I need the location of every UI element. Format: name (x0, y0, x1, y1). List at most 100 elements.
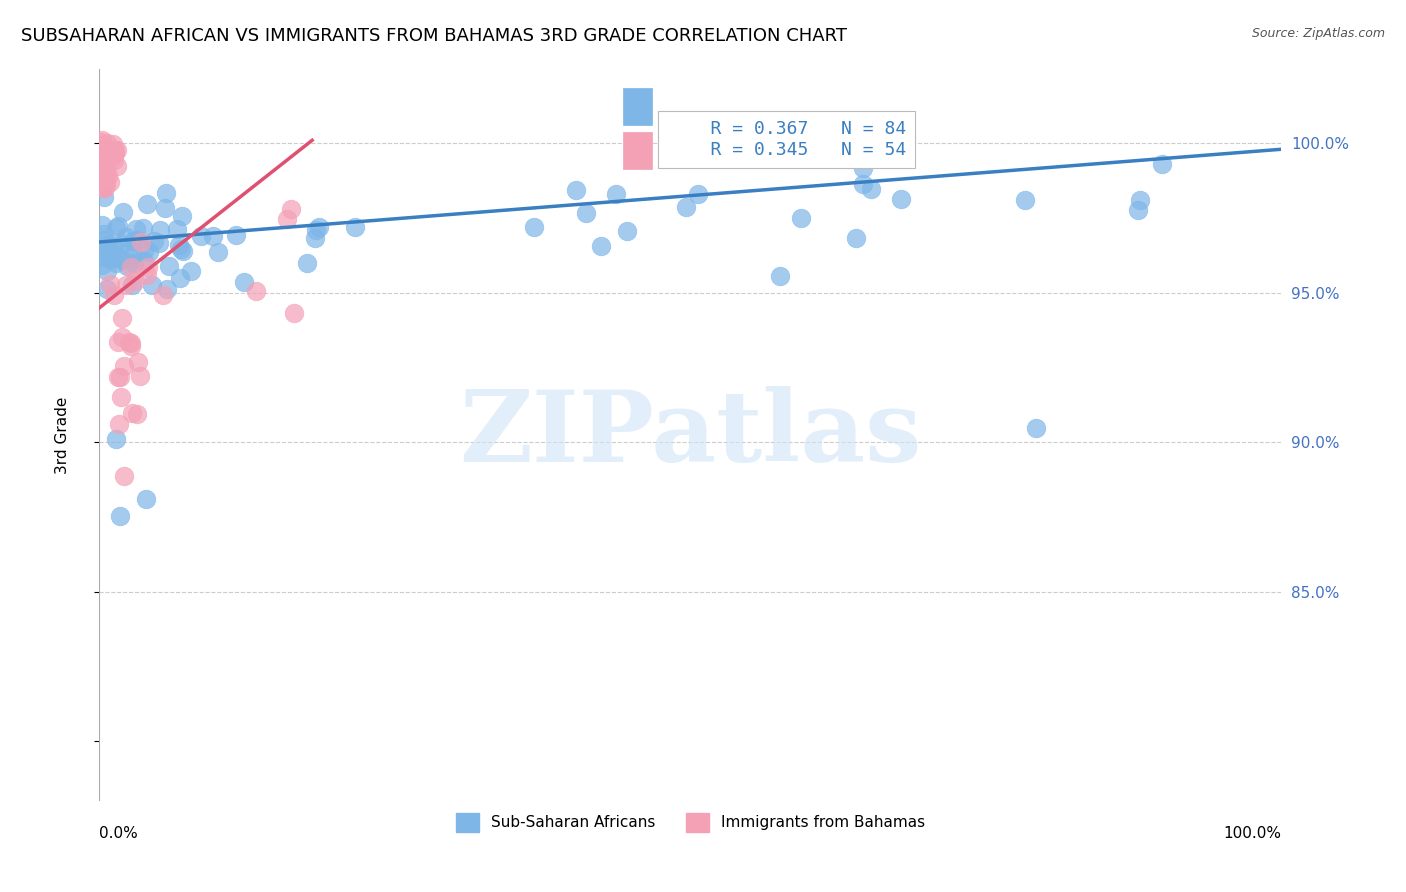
Point (90, 218, 112, 232)
Text: R = 0.367   N = 84
    R = 0.345   N = 54: R = 0.367 N = 84 R = 0.345 N = 54 (666, 120, 905, 159)
Point (94, 169, 117, 184)
Point (97, 169, 120, 183)
FancyBboxPatch shape (623, 88, 652, 125)
Point (169, 270, 191, 285)
Point (589, 239, 612, 253)
Point (120, 335, 142, 350)
Point (107, 219, 129, 233)
Point (565, 183, 588, 197)
Point (616, 224, 638, 238)
Point (1014, 193, 1036, 207)
Point (108, 417, 131, 432)
Point (104, 146, 127, 161)
Point (283, 306, 305, 320)
Point (107, 334, 129, 349)
Point (280, 202, 302, 217)
Point (180, 264, 202, 278)
Point (295, 256, 318, 270)
Point (225, 227, 247, 242)
Point (112, 359, 135, 373)
Point (134, 242, 156, 256)
Point (166, 222, 188, 236)
Point (111, 253, 134, 268)
Point (245, 284, 267, 298)
Point (103, 153, 125, 167)
Point (134, 254, 156, 268)
Y-axis label: 3rd Grade: 3rd Grade (55, 396, 70, 474)
Point (115, 259, 138, 273)
Point (94, 160, 117, 174)
Point (105, 159, 128, 173)
Point (125, 221, 148, 235)
Point (91, 181, 114, 195)
Point (523, 220, 546, 235)
Point (97, 237, 120, 252)
Point (108, 508, 131, 523)
Point (304, 231, 326, 245)
Point (605, 186, 627, 201)
Point (135, 197, 157, 211)
Point (201, 229, 224, 244)
Point (153, 201, 176, 215)
Point (90, 135, 112, 149)
Point (94, 180, 117, 194)
Legend: Sub-Saharan Africans, Immigrants from Bahamas: Sub-Saharan Africans, Immigrants from Ba… (450, 806, 931, 838)
Point (110, 370, 132, 384)
Point (105, 255, 128, 269)
Point (157, 260, 180, 274)
Text: Source: ZipAtlas.com: Source: ZipAtlas.com (1251, 27, 1385, 40)
Point (96, 177, 118, 191)
Point (111, 311, 134, 326)
Point (135, 491, 157, 506)
Point (125, 233, 148, 247)
Point (121, 278, 143, 293)
Point (138, 244, 160, 259)
Point (91, 178, 114, 192)
Point (101, 137, 124, 152)
Point (308, 219, 330, 234)
Point (122, 234, 145, 248)
Point (91, 133, 114, 147)
Text: 0.0%: 0.0% (100, 826, 138, 841)
Point (128, 368, 150, 383)
Point (96, 281, 118, 295)
Point (343, 220, 366, 235)
Point (135, 268, 157, 283)
Point (152, 288, 174, 302)
Point (148, 236, 170, 251)
Point (114, 468, 136, 483)
Point (675, 200, 697, 214)
Point (103, 288, 125, 302)
Point (101, 240, 124, 254)
Point (1025, 421, 1047, 435)
Point (149, 223, 172, 237)
Point (124, 275, 146, 289)
Point (890, 192, 912, 206)
Point (98, 252, 121, 267)
Point (94, 162, 117, 177)
Point (190, 228, 212, 243)
Point (90, 250, 112, 264)
Point (156, 282, 179, 296)
Point (107, 250, 129, 264)
Point (104, 221, 127, 235)
Point (127, 355, 149, 369)
Point (1129, 194, 1152, 208)
Point (172, 209, 194, 223)
Point (136, 260, 159, 274)
Point (97, 146, 120, 161)
Point (155, 186, 177, 200)
Point (172, 244, 194, 258)
Point (96, 264, 118, 278)
Point (122, 247, 145, 261)
Point (105, 143, 128, 157)
Point (686, 186, 709, 201)
Point (96, 136, 118, 150)
Point (98, 277, 121, 291)
FancyBboxPatch shape (623, 132, 652, 169)
Point (107, 369, 129, 384)
Point (129, 235, 152, 249)
Point (233, 276, 256, 290)
Point (93, 145, 115, 159)
Point (97, 242, 120, 256)
